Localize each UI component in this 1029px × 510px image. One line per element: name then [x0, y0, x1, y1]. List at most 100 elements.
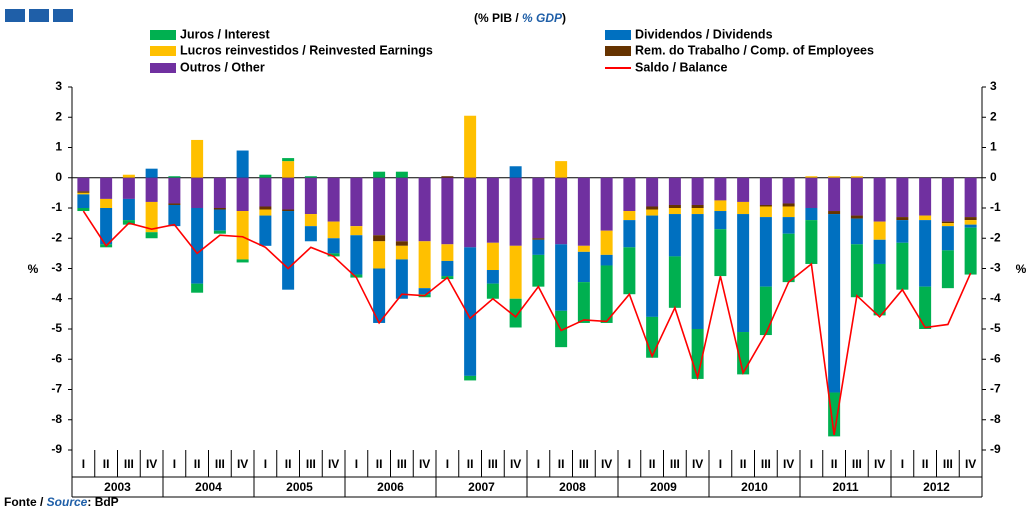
bar-segment	[919, 215, 932, 221]
y2-tick-label: -6	[990, 351, 1001, 365]
y2-tick-label: -3	[990, 261, 1001, 275]
bar-segment	[896, 177, 909, 218]
x-tick-label: I	[264, 457, 267, 471]
bar-segment	[759, 204, 772, 207]
bar-segment	[896, 242, 909, 290]
bar-segment	[828, 177, 841, 212]
bar-segment	[486, 242, 499, 271]
y-tick-label: -9	[51, 442, 62, 456]
bar-segment	[100, 208, 113, 245]
bar-segment	[395, 241, 408, 246]
x-tick-label: II	[467, 457, 474, 471]
bar-segment	[77, 194, 90, 208]
bar-segment	[623, 177, 636, 212]
legend-label: Lucros reinvestidos / Reinvested Earning…	[180, 43, 433, 57]
bar-segment	[236, 150, 249, 178]
x-tick-label: I	[628, 457, 631, 471]
legend-label: Saldo / Balance	[635, 60, 727, 74]
bar-segment	[759, 177, 772, 205]
bar-segment	[805, 176, 818, 178]
bar-segment	[191, 283, 204, 293]
bar-segment	[100, 198, 113, 208]
bar-segment	[668, 204, 681, 208]
y-tick-label: 1	[55, 140, 62, 154]
y-axis-label: %	[28, 262, 39, 276]
bar-segment	[737, 201, 750, 215]
y-tick-label: 0	[55, 170, 62, 184]
bar-segment	[122, 198, 135, 221]
chart-title: (% PIB / % GDP)	[474, 11, 566, 25]
y2-tick-label: -8	[990, 412, 1001, 426]
x-tick-label: III	[397, 457, 407, 471]
year-label: 2011	[832, 480, 858, 494]
x-tick-label: I	[446, 457, 449, 471]
bar-segment	[418, 288, 431, 295]
bar-segment	[441, 244, 454, 261]
bar-segment	[668, 177, 681, 205]
bar-segment	[782, 217, 795, 234]
y-tick-label: -1	[51, 200, 62, 214]
bar-segment	[236, 177, 249, 212]
bar-segment	[77, 192, 90, 195]
x-tick-label: III	[124, 457, 134, 471]
bar-segment	[919, 286, 932, 329]
legend-swatch	[150, 46, 176, 56]
y2-tick-label: 0	[990, 170, 997, 184]
bar-segment	[646, 215, 659, 317]
x-tick-label: III	[488, 457, 498, 471]
year-label: 2003	[104, 480, 131, 494]
bar-segment	[259, 215, 272, 246]
bar-segment	[145, 201, 158, 233]
y-tick-label: -7	[51, 382, 62, 396]
bar-segment	[168, 177, 181, 204]
y-tick-label: 2	[55, 109, 62, 123]
bar-segment	[850, 177, 863, 216]
bar-segment	[350, 226, 363, 236]
x-tick-label: IV	[237, 457, 248, 471]
x-tick-label: III	[306, 457, 316, 471]
bar-segment	[327, 253, 340, 257]
y2-tick-label: 2	[990, 109, 997, 123]
bar-segment	[964, 227, 977, 275]
legend-label: Rem. do Trabalho / Comp. of Employees	[635, 43, 874, 57]
bar-segment	[896, 220, 909, 243]
bar-segment	[395, 259, 408, 299]
bar-segment	[441, 176, 454, 178]
bar-segment	[168, 176, 181, 178]
bar-segment	[668, 256, 681, 308]
y2-tick-label: -1	[990, 200, 1001, 214]
bar-segment	[282, 177, 295, 210]
x-tick-label: IV	[601, 457, 612, 471]
bar-segment	[532, 239, 545, 255]
x-tick-label: III	[852, 457, 862, 471]
source-note: Fonte / Source: BdP	[4, 495, 119, 509]
title-pt: (% PIB /	[474, 11, 522, 25]
bar-segment	[282, 161, 295, 178]
bar-segment	[805, 208, 818, 221]
logo-block	[5, 9, 25, 22]
bar-segment	[646, 316, 659, 358]
bar-segment	[100, 177, 113, 199]
bar-segment	[464, 375, 477, 381]
bar-segment	[714, 229, 727, 277]
y-tick-label: -3	[51, 261, 62, 275]
bar-segment	[850, 215, 863, 219]
bar-segment	[623, 247, 636, 295]
bar-segment	[464, 247, 477, 376]
bar-segment	[941, 226, 954, 251]
bar-segment	[395, 177, 408, 242]
bar-segment	[304, 177, 317, 215]
bar-segment	[509, 298, 522, 328]
source-en: Source	[47, 495, 88, 509]
year-label: 2005	[286, 480, 313, 494]
x-tick-label: IV	[874, 457, 885, 471]
x-tick-label: I	[719, 457, 722, 471]
x-tick-label: II	[922, 457, 929, 471]
bar-segment	[486, 270, 499, 284]
bar-segment	[373, 268, 386, 323]
bar-segment	[941, 223, 954, 227]
bar-segment	[577, 282, 590, 323]
bar-segment	[964, 224, 977, 228]
y-tick-label: 3	[55, 79, 62, 93]
bar-segment	[213, 208, 226, 210]
